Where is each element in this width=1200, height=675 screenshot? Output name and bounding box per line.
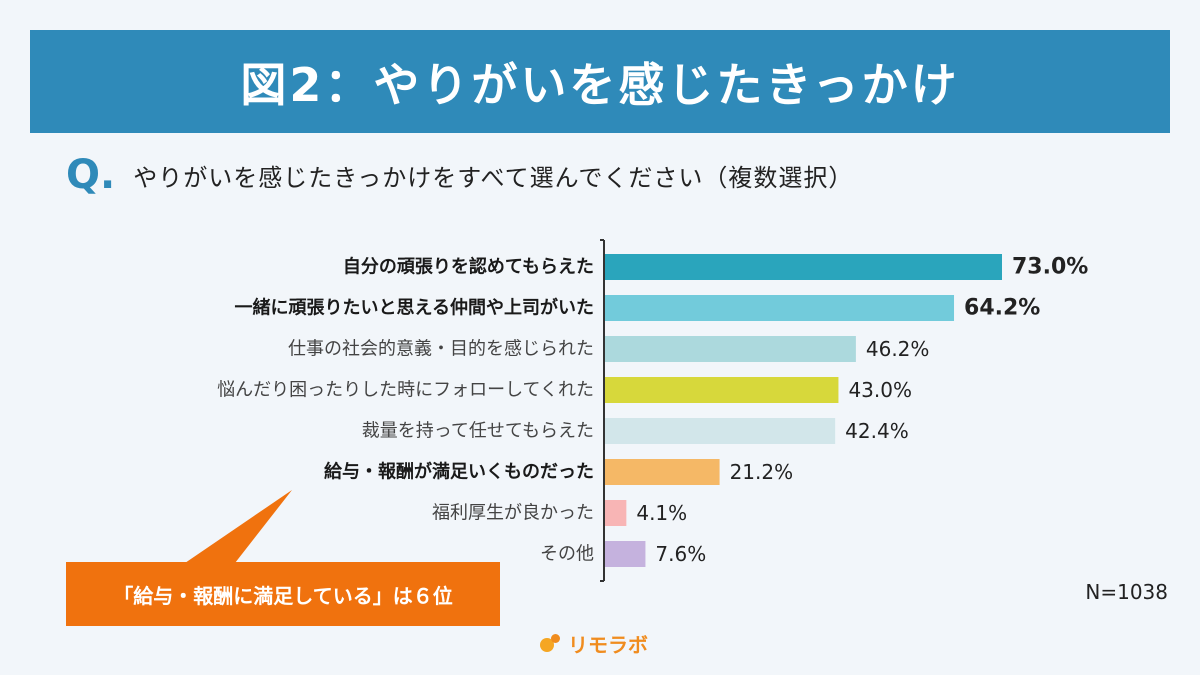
value-label-4: 43.0% xyxy=(848,378,912,402)
value-label-5: 42.4% xyxy=(845,419,909,443)
value-label-7: 4.1% xyxy=(636,501,687,525)
value-label-2: 64.2% xyxy=(964,296,1040,321)
question-mark: Q. xyxy=(66,152,116,198)
category-label-3: 仕事の社会的意義・目的を感じられた xyxy=(288,339,594,360)
bar-3 xyxy=(604,336,856,362)
bar-7 xyxy=(604,500,627,526)
category-label-2: 一緒に頑張りたいと思える仲間や上司がいた xyxy=(235,297,594,319)
logo-icon xyxy=(540,632,562,654)
value-label-8: 7.6% xyxy=(655,542,706,566)
bar-8 xyxy=(604,541,646,567)
category-label-1: 自分の頑張りを認めてもらえた xyxy=(343,256,594,278)
page-title: 図2：やりがいを感じたきっかけ xyxy=(240,57,960,112)
bar-2 xyxy=(604,295,955,321)
bar-4 xyxy=(604,377,839,403)
value-label-6: 21.2% xyxy=(730,460,794,484)
callout-pointer xyxy=(185,490,292,563)
header-banner: 図2：やりがいを感じたきっかけ xyxy=(30,30,1170,133)
bar-1 xyxy=(604,254,1002,280)
brand-logo: リモラボ xyxy=(540,628,648,658)
logo-text: リモラボ xyxy=(568,632,648,657)
value-label-3: 46.2% xyxy=(866,337,930,361)
bar-5 xyxy=(604,418,836,444)
sample-size-label: N=1038 xyxy=(1085,580,1168,604)
category-label-8: その他 xyxy=(540,544,594,565)
callout-box: 「給与・報酬に満足している」は６位 xyxy=(66,562,500,626)
value-label-1: 73.0% xyxy=(1012,255,1088,280)
category-label-7: 福利厚生が良かった xyxy=(432,503,594,524)
category-label-5: 裁量を持って任せてもらえた xyxy=(362,421,594,442)
bar-6 xyxy=(604,459,720,485)
category-label-4: 悩んだり困ったりした時にフォローしてくれた xyxy=(217,380,594,401)
category-label-6: 給与・報酬が満足いくものだった xyxy=(324,461,594,483)
question-row: Q. やりがいを感じたきっかけをすべて選んでください（複数選択） xyxy=(66,150,853,200)
callout-text: 「給与・報酬に満足している」は６位 xyxy=(113,583,453,608)
question-text: やりがいを感じたきっかけをすべて選んでください（複数選択） xyxy=(133,163,854,192)
